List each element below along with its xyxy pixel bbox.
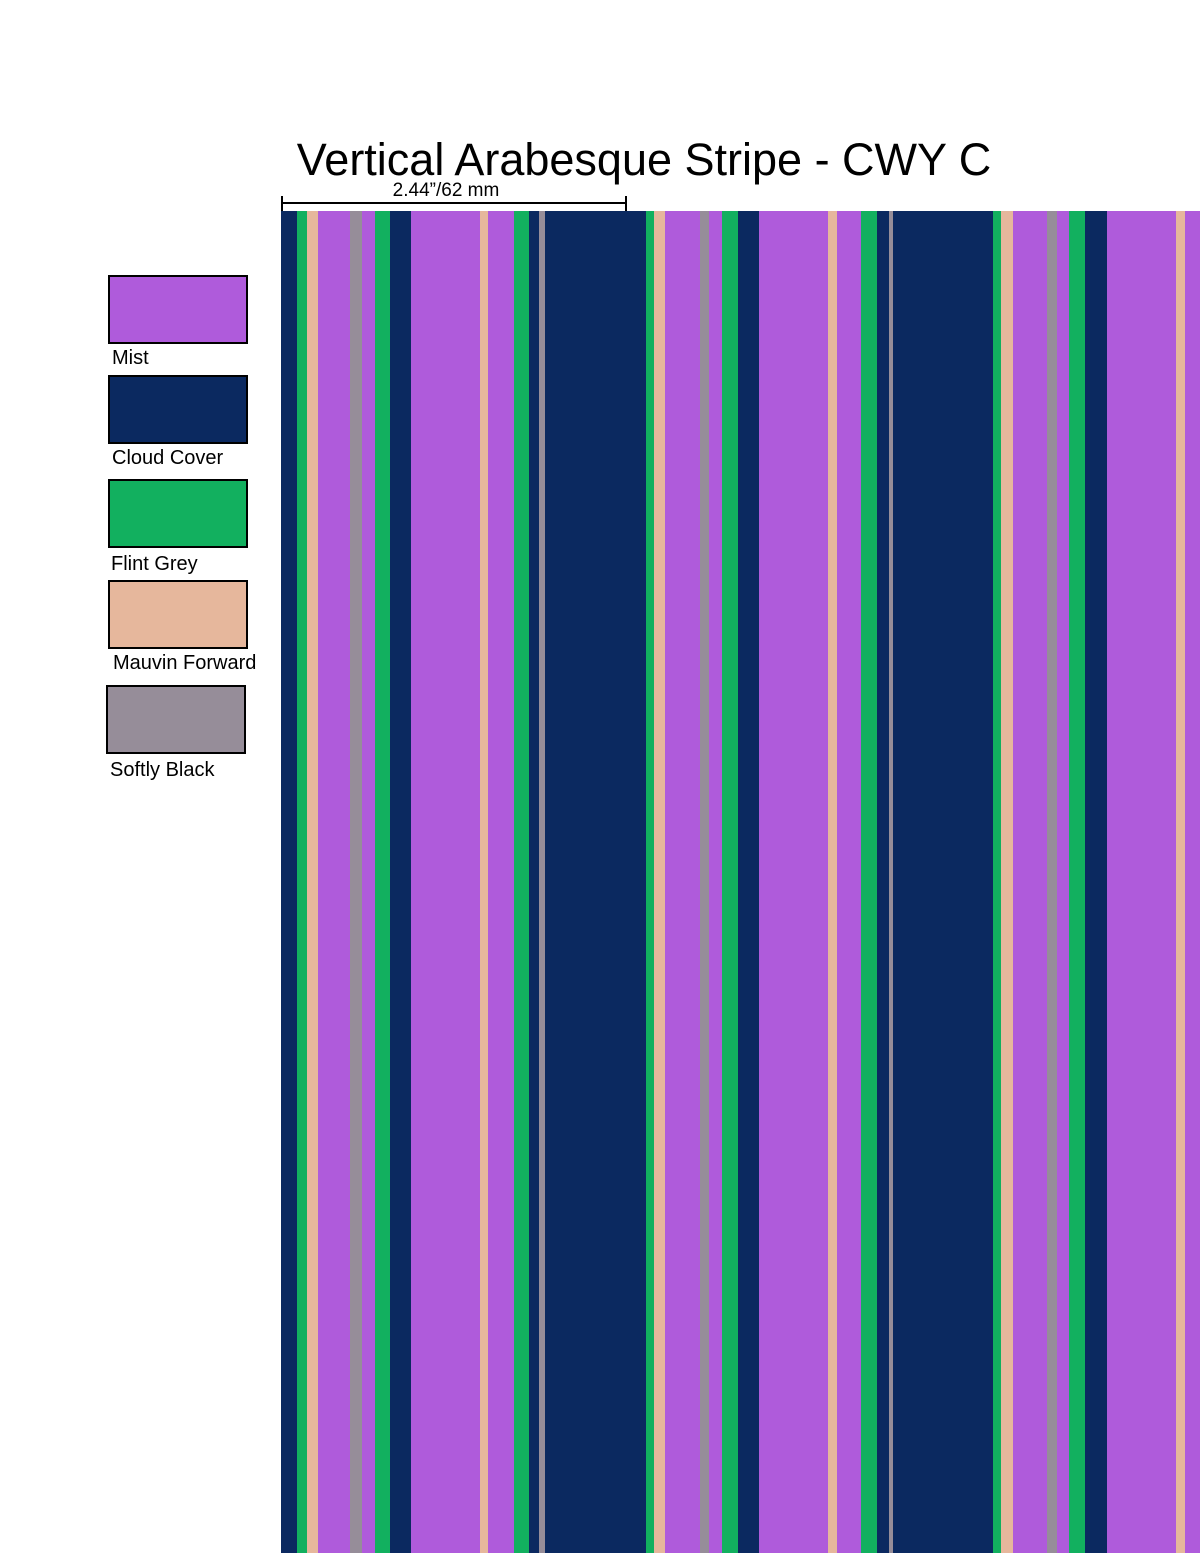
swatch-label-cloud-cover: Cloud Cover xyxy=(112,447,224,469)
stripe-flint-grey xyxy=(1069,211,1085,1553)
stripe-cloud-cover xyxy=(390,211,411,1553)
stripe-pattern xyxy=(281,211,1200,1553)
stripe-mauvin-forward xyxy=(1001,211,1013,1553)
stripe-flint-grey xyxy=(722,211,738,1553)
stripe-mist xyxy=(1057,211,1069,1553)
swatch-cloud-cover xyxy=(108,375,248,444)
stripe-flint-grey xyxy=(514,211,529,1553)
repeat-measure-label: 2.44”/62 mm xyxy=(392,180,500,201)
stripe-mist xyxy=(1185,211,1200,1553)
swatch-softly-black xyxy=(106,685,246,754)
stripe-cloud-cover xyxy=(738,211,759,1553)
stripe-mist xyxy=(488,211,514,1553)
repeat-measure: 2.44”/62 mm xyxy=(281,180,627,211)
stripe-softly-black xyxy=(889,211,893,1553)
stripe-cloud-cover xyxy=(545,211,646,1553)
stripe-mist xyxy=(837,211,861,1553)
stripe-softly-black xyxy=(350,211,362,1553)
stripe-softly-black xyxy=(700,211,709,1553)
stripe-cloud-cover xyxy=(281,211,297,1553)
stripe-flint-grey xyxy=(297,211,307,1553)
stripe-mist xyxy=(759,211,828,1553)
stripe-softly-black xyxy=(1047,211,1057,1553)
page-title: Vertical Arabesque Stripe - CWY C xyxy=(296,134,992,185)
measure-line xyxy=(281,202,627,204)
swatch-flint-grey xyxy=(108,479,248,548)
stripe-flint-grey xyxy=(646,211,654,1553)
stripe-mist xyxy=(665,211,700,1553)
stripe-flint-grey xyxy=(861,211,877,1553)
stripe-mauvin-forward xyxy=(828,211,837,1553)
stripe-mist xyxy=(318,211,350,1553)
stripe-mist xyxy=(411,211,480,1553)
stripe-mauvin-forward xyxy=(480,211,488,1553)
stripe-mauvin-forward xyxy=(1176,211,1185,1553)
swatch-label-flint-grey: Flint Grey xyxy=(111,553,198,575)
swatch-label-mauvin-forward: Mauvin Forward xyxy=(113,652,257,674)
swatch-mauvin-forward xyxy=(108,580,248,649)
stripe-flint-grey xyxy=(993,211,1001,1553)
stripe-mauvin-forward xyxy=(654,211,665,1553)
stripe-flint-grey xyxy=(375,211,390,1553)
stripe-mist xyxy=(1013,211,1047,1553)
stripe-mist xyxy=(709,211,722,1553)
stripe-cloud-cover xyxy=(893,211,993,1553)
stripe-mist xyxy=(362,211,375,1553)
stripe-cloud-cover xyxy=(529,211,539,1553)
stripe-cloud-cover xyxy=(877,211,889,1553)
stripe-mauvin-forward xyxy=(307,211,318,1553)
swatch-label-softly-black: Softly Black xyxy=(110,759,215,781)
swatch-mist xyxy=(108,275,248,344)
measure-tick-left xyxy=(281,196,283,211)
swatch-label-mist: Mist xyxy=(112,347,149,369)
stripe-mist xyxy=(1107,211,1176,1553)
measure-tick-right xyxy=(625,196,627,211)
stripe-softly-black xyxy=(539,211,545,1553)
stripe-cloud-cover xyxy=(1085,211,1107,1553)
